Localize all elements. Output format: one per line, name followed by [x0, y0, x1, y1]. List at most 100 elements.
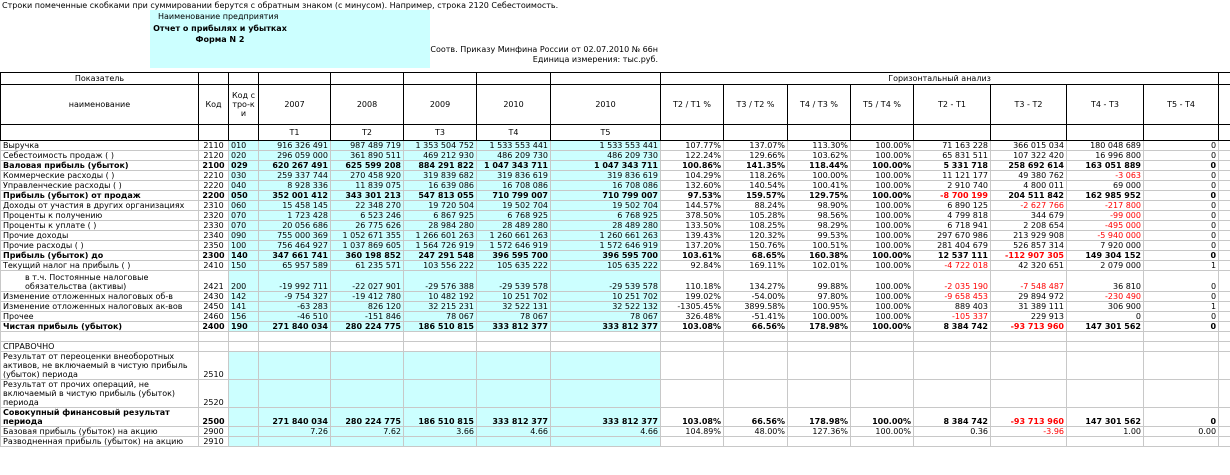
cell: -54.00%: [723, 291, 788, 302]
cell: Прибыль (убыток) до: [0, 250, 199, 261]
cell: 3.66: [403, 426, 477, 437]
empty-cell: [330, 331, 404, 342]
cell: 2007: [258, 84, 331, 125]
cell: 48.00%: [723, 426, 788, 437]
cell: 1 572 646 919: [476, 240, 551, 251]
empty-cell: [476, 331, 551, 342]
cell: 4 800 011: [990, 180, 1067, 191]
cell: 270 458 920: [330, 170, 404, 181]
cell: 69 000: [1066, 180, 1144, 191]
cell: 20 056 686: [258, 220, 331, 231]
cell: 127.36%: [787, 426, 851, 437]
empty-cell: [1218, 270, 1230, 292]
cell: 2310: [198, 200, 229, 211]
empty-cell: [0, 124, 199, 141]
empty-cell: [723, 351, 788, 380]
empty-cell: [850, 341, 914, 352]
cell: 1 037 869 605: [330, 240, 404, 251]
cell: 620 267 491: [258, 160, 331, 171]
cell: 100.00%: [787, 170, 851, 181]
cell: 8 384 742: [913, 407, 991, 427]
cell: Разводненная прибыль (убыток) на акцию: [0, 436, 199, 447]
cell: 100.41%: [787, 180, 851, 191]
empty-cell: [787, 341, 851, 352]
empty-cell: [198, 331, 229, 342]
data-row: Прочее 2460 156 -46 510 -151 846 78 067 78 067…: [0, 311, 1230, 322]
cell: 2350: [198, 240, 229, 251]
cell: 118.44%: [787, 160, 851, 171]
cell: -51.41%: [723, 311, 788, 322]
cell: 100.00%: [850, 190, 914, 201]
empty-cell: [403, 72, 477, 85]
cell: 5 331 718: [913, 160, 991, 171]
cell: 0: [1142, 190, 1220, 201]
data-row: Проценты к уплате ( ) 2330 070 20 056 686 26…: [0, 220, 1230, 231]
cell: 103.08%: [660, 321, 724, 332]
empty-cell: [228, 351, 259, 380]
cell: 2421: [198, 270, 229, 292]
cell: 1 047 343 711: [550, 160, 661, 171]
cell: Т3 / Т2 %: [723, 84, 788, 125]
cell: 247 291 548: [403, 250, 477, 261]
cell: 0: [1142, 210, 1220, 221]
empty-cell: [787, 436, 851, 447]
empty-cell: [550, 331, 661, 342]
cell: 105 635 222: [476, 260, 551, 271]
cell: 2320: [198, 210, 229, 221]
cell: 16 708 086: [476, 180, 551, 191]
cell: 2 208 654: [990, 220, 1067, 231]
cell: 71 163 228: [913, 140, 991, 151]
cell: 259 337 744: [258, 170, 331, 181]
cell: 105 635 222: [550, 260, 661, 271]
data-row: Прибыль (убыток) до 2300 140 347 661 741 360…: [0, 250, 1230, 261]
empty-cell: [660, 124, 724, 141]
cell: 180 048 689: [1066, 140, 1144, 151]
cell: 884 291 822: [403, 160, 477, 171]
cell: 333 812 377: [550, 407, 661, 427]
empty-cell: [990, 124, 1067, 141]
empty-cell: [198, 341, 229, 352]
cell: 65 957 589: [258, 260, 331, 271]
data-row: Изменение отложенных налоговых об-в 2430 1…: [0, 291, 1230, 302]
cell: 4 799 818: [913, 210, 991, 221]
empty-cell: [723, 124, 788, 141]
cell: 8 928 336: [258, 180, 331, 191]
cell: 92.84%: [660, 260, 724, 271]
cell: 1 047 343 711: [476, 160, 551, 171]
empty-cell: [1142, 351, 1220, 380]
cell: 32 522 132: [550, 301, 661, 312]
cell: 100.00%: [850, 140, 914, 151]
empty-cell: [990, 379, 1067, 408]
data-row: Разводненная прибыль (убыток) на акцию 29…: [0, 436, 1230, 447]
cell: 2900: [198, 426, 229, 437]
cell: 229 913: [990, 311, 1067, 322]
cell: -151 846: [330, 311, 404, 322]
empty-cell: [330, 72, 404, 85]
cell: 49 380 762: [990, 170, 1067, 181]
cell: 122.24%: [660, 150, 724, 161]
cell: 2450: [198, 301, 229, 312]
cell: 0: [1142, 321, 1220, 332]
cell: 344 679: [990, 210, 1067, 221]
data-row: Себестоимость продаж ( ) 2120 020 296 059 0…: [0, 150, 1230, 161]
empty-cell: [1142, 124, 1220, 141]
cell: 32 522 131: [476, 301, 551, 312]
empty-cell: [1218, 426, 1230, 437]
empty-cell: [660, 351, 724, 380]
empty-cell: [228, 341, 259, 352]
data-row: Доходы от участия в других организациях 2…: [0, 200, 1230, 211]
empty-cell: [850, 436, 914, 447]
cell: Т3: [403, 124, 477, 141]
cell: 78 067: [403, 311, 477, 322]
cell: 7 920 000: [1066, 240, 1144, 251]
cell: 162 985 952: [1066, 190, 1144, 201]
cell: 1 260 661 263: [476, 230, 551, 241]
cell: 156: [228, 311, 259, 322]
cell: 103.61%: [660, 250, 724, 261]
cell: Т2 / Т1 %: [660, 84, 724, 125]
empty-cell: [1218, 351, 1230, 380]
cell: Прочие расходы ( ): [0, 240, 199, 251]
empty-cell: [913, 341, 991, 352]
cell: 11 839 075: [330, 180, 404, 191]
cell: 070: [228, 220, 259, 231]
